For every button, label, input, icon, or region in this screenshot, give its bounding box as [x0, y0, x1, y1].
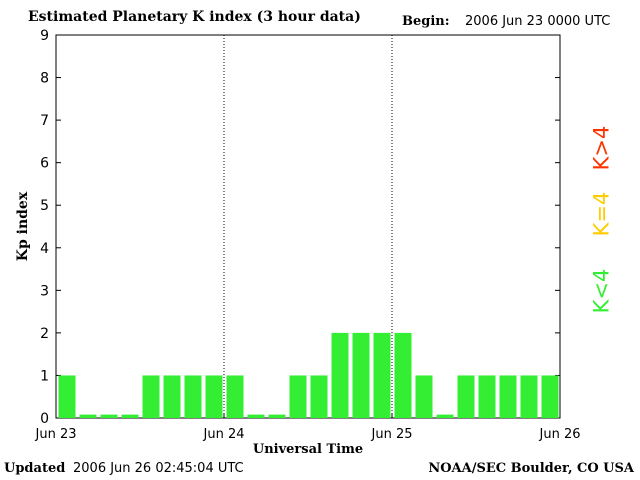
- x-tick-label: Jun 25: [371, 427, 413, 442]
- y-tick-label: 0: [40, 411, 49, 427]
- x-tick-label: Jun 23: [35, 427, 77, 442]
- kp-bar: [268, 414, 286, 418]
- chart-title: Estimated Planetary K index (3 hour data…: [28, 9, 361, 25]
- kp-bar: [457, 375, 475, 418]
- kp-bar: [184, 375, 202, 418]
- plot-frame: [55, 34, 561, 419]
- y-tick-label: 6: [40, 156, 49, 172]
- kp-bar: [541, 375, 559, 418]
- y-tick-label: 7: [40, 113, 49, 129]
- kp-bar: [436, 414, 454, 418]
- kp-bar: [79, 414, 97, 418]
- kp-bar: [352, 332, 370, 418]
- credit: NOAA/SEC Boulder, CO USA: [428, 461, 634, 476]
- y-tick-label: 2: [40, 326, 49, 342]
- legend-item: K<4: [588, 268, 613, 314]
- begin-label: Begin:: [402, 14, 450, 29]
- kp-bar: [520, 375, 538, 418]
- kp-bar: [331, 332, 349, 418]
- kp-bar: [121, 414, 139, 418]
- kp-bar: [373, 332, 391, 418]
- y-axis-label: Kp index: [15, 191, 31, 261]
- x-axis-label: Universal Time: [253, 442, 363, 457]
- updated-value: 2006 Jun 26 02:45:04 UTC: [73, 461, 244, 476]
- kp-bar: [100, 414, 118, 418]
- kp-bar: [205, 375, 223, 418]
- y-tick-label: 5: [40, 198, 49, 214]
- kp-bar: [247, 414, 265, 418]
- x-tick-label: Jun 26: [539, 427, 581, 442]
- y-tick-label: 4: [40, 241, 49, 257]
- kp-bar: [58, 375, 76, 418]
- updated-label: Updated: [4, 461, 66, 476]
- kp-bar: [163, 375, 181, 418]
- kp-bar: [415, 375, 433, 418]
- kp-bar: [310, 375, 328, 418]
- y-tick-label: 3: [40, 283, 49, 299]
- kp-bar: [289, 375, 307, 418]
- begin-value: 2006 Jun 23 0000 UTC: [465, 14, 611, 29]
- kp-bar: [478, 375, 496, 418]
- y-tick-label: 8: [40, 71, 49, 87]
- kp-bar: [226, 375, 244, 418]
- legend-item: K>4: [588, 125, 613, 171]
- y-tick-label: 9: [40, 28, 49, 44]
- kp-bar: [499, 375, 517, 418]
- x-tick-label: Jun 24: [203, 427, 245, 442]
- kp-bar: [142, 375, 160, 418]
- y-tick-label: 1: [40, 368, 49, 384]
- legend-item: K=4: [588, 191, 613, 237]
- kp-bar: [394, 332, 412, 418]
